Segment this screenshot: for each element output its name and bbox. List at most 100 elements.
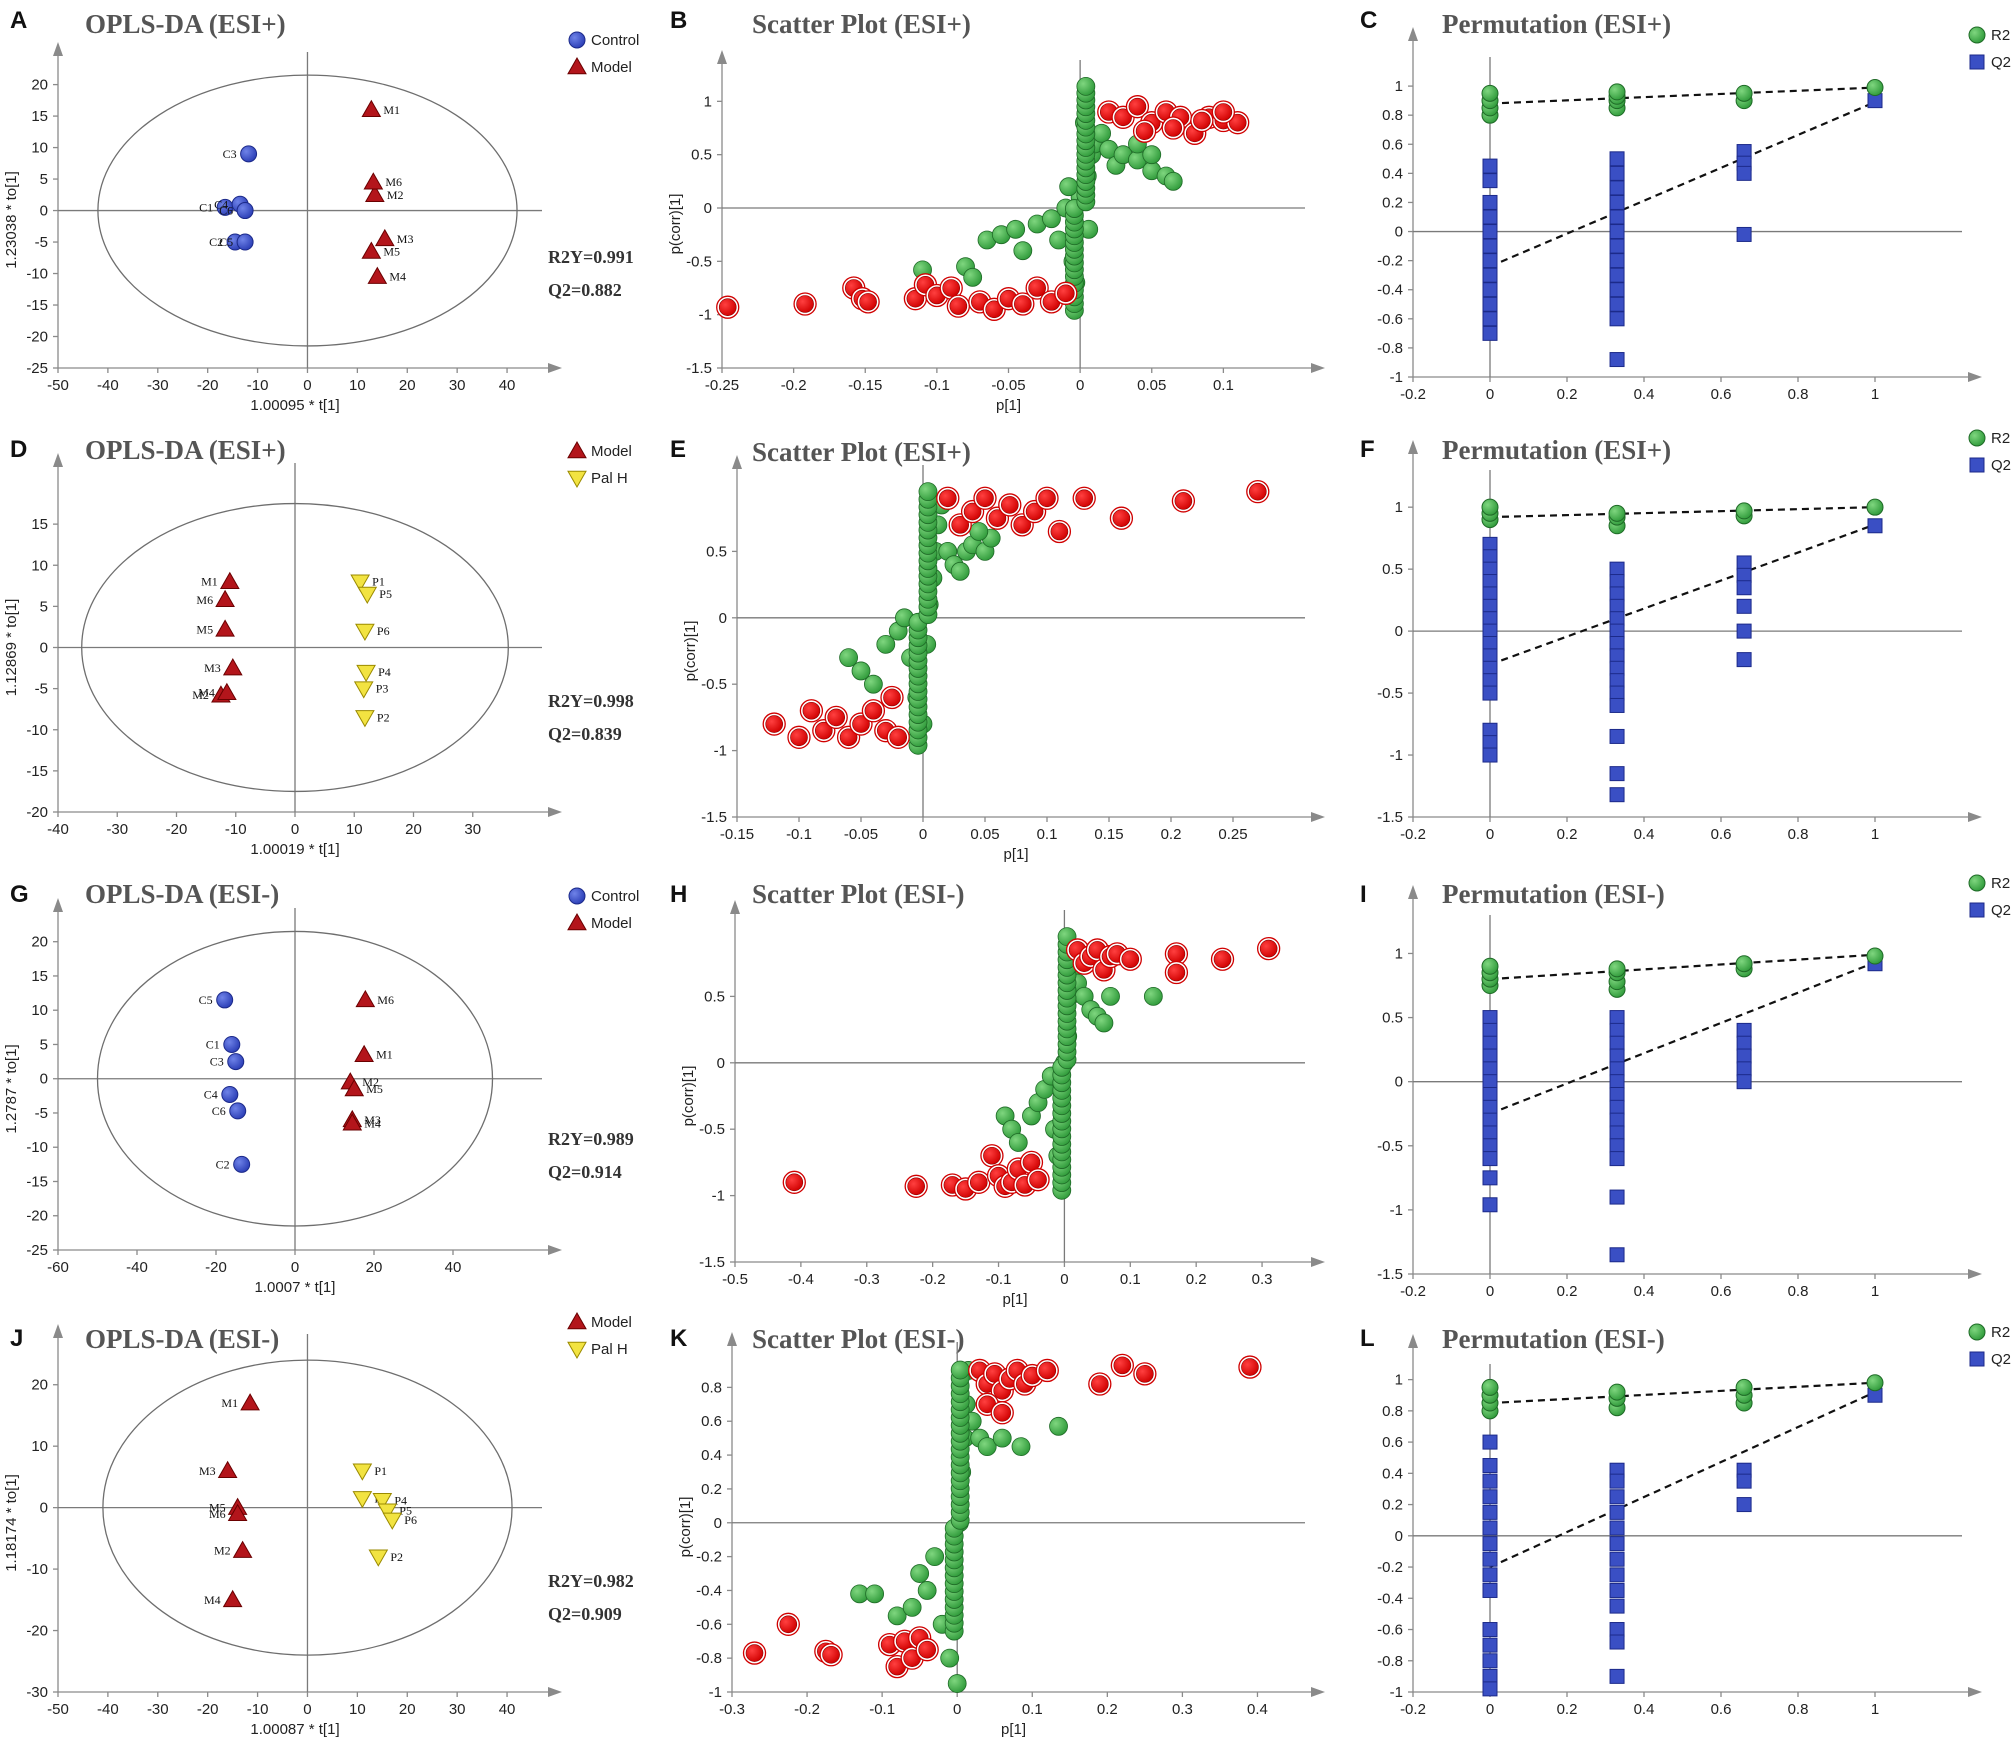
x-tick-label: 0.6 [1711,1283,1732,1300]
r2-point [1608,83,1626,101]
panel-l: L Permutation (ESI-)-0.2 0 0.2 0.4 0.6 0.8 1-1-… [1360,1323,2011,1718]
q2-point [1482,1112,1498,1128]
panel-letter: I [1360,881,1367,908]
q2-point [1482,1637,1498,1653]
significant-point [1241,1358,1259,1376]
y-tick-label: -1.5 [1377,1266,1403,1283]
q2-point [1482,1048,1498,1064]
sample-point-p4 [356,664,376,683]
significant-point [1164,119,1183,137]
y-tick-label: 1 [1395,78,1403,95]
sample-label: P6 [377,624,390,638]
sample-label: M5 [209,1501,226,1515]
r2-regression-line [1489,953,1876,981]
variable-point [887,1606,907,1626]
variable-point [1011,1437,1031,1457]
q2-point [1609,1504,1625,1520]
r2-point [1735,84,1753,102]
y-tick-label: -1 [1390,1684,1403,1701]
q2-point [1736,1473,1752,1489]
x-axis-label: 1.0007 * t[1] [255,1279,336,1296]
sample-label: M1 [221,1396,238,1410]
sample-label: P3 [376,682,389,696]
q2-point [1609,238,1625,254]
axes: -0.5 -0.4 -0.3 -0.2 -0.1 0 0.1 0.2 0.3 -1.5 -1 -0.5… [699,900,1325,1288]
y-tick-label: 0.6 [701,1413,722,1430]
significant-point [1112,509,1131,528]
q2-point [1609,1473,1625,1489]
x-tick-label: -0.15 [720,826,754,843]
sample-label: P1 [372,575,385,589]
legend-label: Control [591,888,639,905]
x-tick-label: 0.2 [1161,826,1182,843]
x-tick-label: -30 [147,1701,169,1718]
y-tick-label: -10 [26,1561,48,1578]
y-tick-label: -30 [26,1684,48,1701]
q2-point [1609,209,1625,225]
y-tick-label: -0.6 [696,1616,722,1633]
x-tick-label: 0.2 [1557,1701,1578,1718]
y-tick-label: 0 [40,640,48,657]
sample-label: M4 [204,1593,221,1607]
sample-point-m4 [222,1589,243,1608]
variable-point [1006,219,1026,239]
significant-point [1167,963,1186,982]
sample-label: M5 [366,1082,383,1096]
x-tick-label: 0.25 [1218,826,1247,843]
q2-point [1482,1138,1498,1154]
sample-label: M3 [204,661,221,675]
y-tick-label: -10 [26,266,48,283]
significant-point [1136,1365,1154,1383]
x-tick-label: 10 [346,821,363,838]
variable-point [1142,145,1162,165]
x-tick-label: -0.1 [924,377,950,394]
variable-point [1094,1013,1114,1033]
y-tick-label: -0.8 [1377,1653,1403,1670]
sample-label: P4 [394,1493,407,1507]
y-axis-arrow [1408,440,1418,454]
q2-point [1736,1048,1752,1064]
y-tick-label: -0.5 [686,253,712,270]
q2-point [1482,1473,1498,1489]
variable-point [865,1584,885,1604]
y-axis-label: p(corr)[1] [667,194,684,255]
x-tick-label: -0.2 [920,1271,946,1288]
sample-label: C1 [206,1037,220,1051]
y-axis-arrow [53,453,63,467]
y-tick-label: -25 [26,360,48,377]
q2-point [1736,1061,1752,1077]
y-tick-label: 1 [1395,1372,1403,1389]
y-tick-label: 0 [40,1071,48,1088]
x-tick-label: 0 [1076,377,1084,394]
q2-point [1482,282,1498,298]
q2-point [1609,1138,1625,1154]
sample-point-p1 [350,574,371,592]
sample-point-m5 [361,241,382,259]
y-tick-label: -1 [699,307,712,324]
y-tick-label: 1 [1395,499,1403,516]
sample-label: M2 [387,188,404,202]
x-tick-label: -30 [147,377,169,394]
x-tick-label: 0.3 [1172,1701,1193,1718]
x-tick-label: 20 [405,821,422,838]
significant-point [918,1640,936,1659]
x-axis-arrow [1968,372,1982,382]
q2-point [1482,1074,1498,1090]
q2-point [1609,766,1625,782]
x-tick-label: 1 [1871,1283,1879,1300]
sample-point-c3 [227,1053,245,1071]
x-tick-label: -0.05 [844,826,878,843]
x-axis-arrow [1311,1257,1325,1267]
y-tick-label: -20 [26,804,48,821]
q2-point [1609,165,1625,181]
legend-marker [567,440,587,459]
significant-point [1028,279,1046,297]
sample-label: C5 [219,235,233,249]
q2-point [1736,226,1752,242]
x-axis-arrow [548,1687,562,1697]
q2-point [1609,1010,1625,1026]
significant-point [1128,97,1147,116]
sample-point-m4 [367,266,388,284]
x-tick-label: 0.6 [1711,1701,1732,1718]
q2-point [1482,194,1498,210]
